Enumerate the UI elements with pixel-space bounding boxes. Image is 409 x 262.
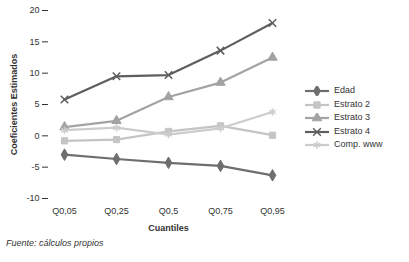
- svg-text:Q0,25: Q0,25: [104, 206, 129, 216]
- svg-text:Coeficientes Estimados: Coeficientes Estimados: [9, 54, 19, 156]
- svg-text:-5: -5: [31, 162, 39, 172]
- svg-text:15: 15: [29, 37, 39, 47]
- html-text:Estrato 4: Estrato 4: [334, 125, 370, 136]
- html-text:Estrato 2: Estrato 2: [334, 98, 370, 109]
- html-text:Edad: Edad: [334, 85, 355, 96]
- svg-text:Q0,75: Q0,75: [208, 206, 233, 216]
- svg-text:5: 5: [34, 99, 39, 109]
- html-text:Estrato 3: Estrato 3: [334, 112, 370, 123]
- svg-text:0: 0: [34, 131, 39, 141]
- svg-text:Q0,95: Q0,95: [260, 206, 285, 216]
- svg-text:Q0,5: Q0,5: [159, 206, 179, 216]
- svg-text:20: 20: [29, 5, 39, 15]
- svg-text:Cuantiles: Cuantiles: [148, 223, 189, 233]
- html-text:Comp. www: Comp. www: [334, 139, 383, 150]
- svg-text:Q0,05: Q0,05: [52, 206, 77, 216]
- html-text:Fuente: cálculos propios: Fuente: cálculos propios: [6, 238, 104, 248]
- svg-text:-10: -10: [26, 193, 39, 203]
- svg-text:10: 10: [29, 68, 39, 78]
